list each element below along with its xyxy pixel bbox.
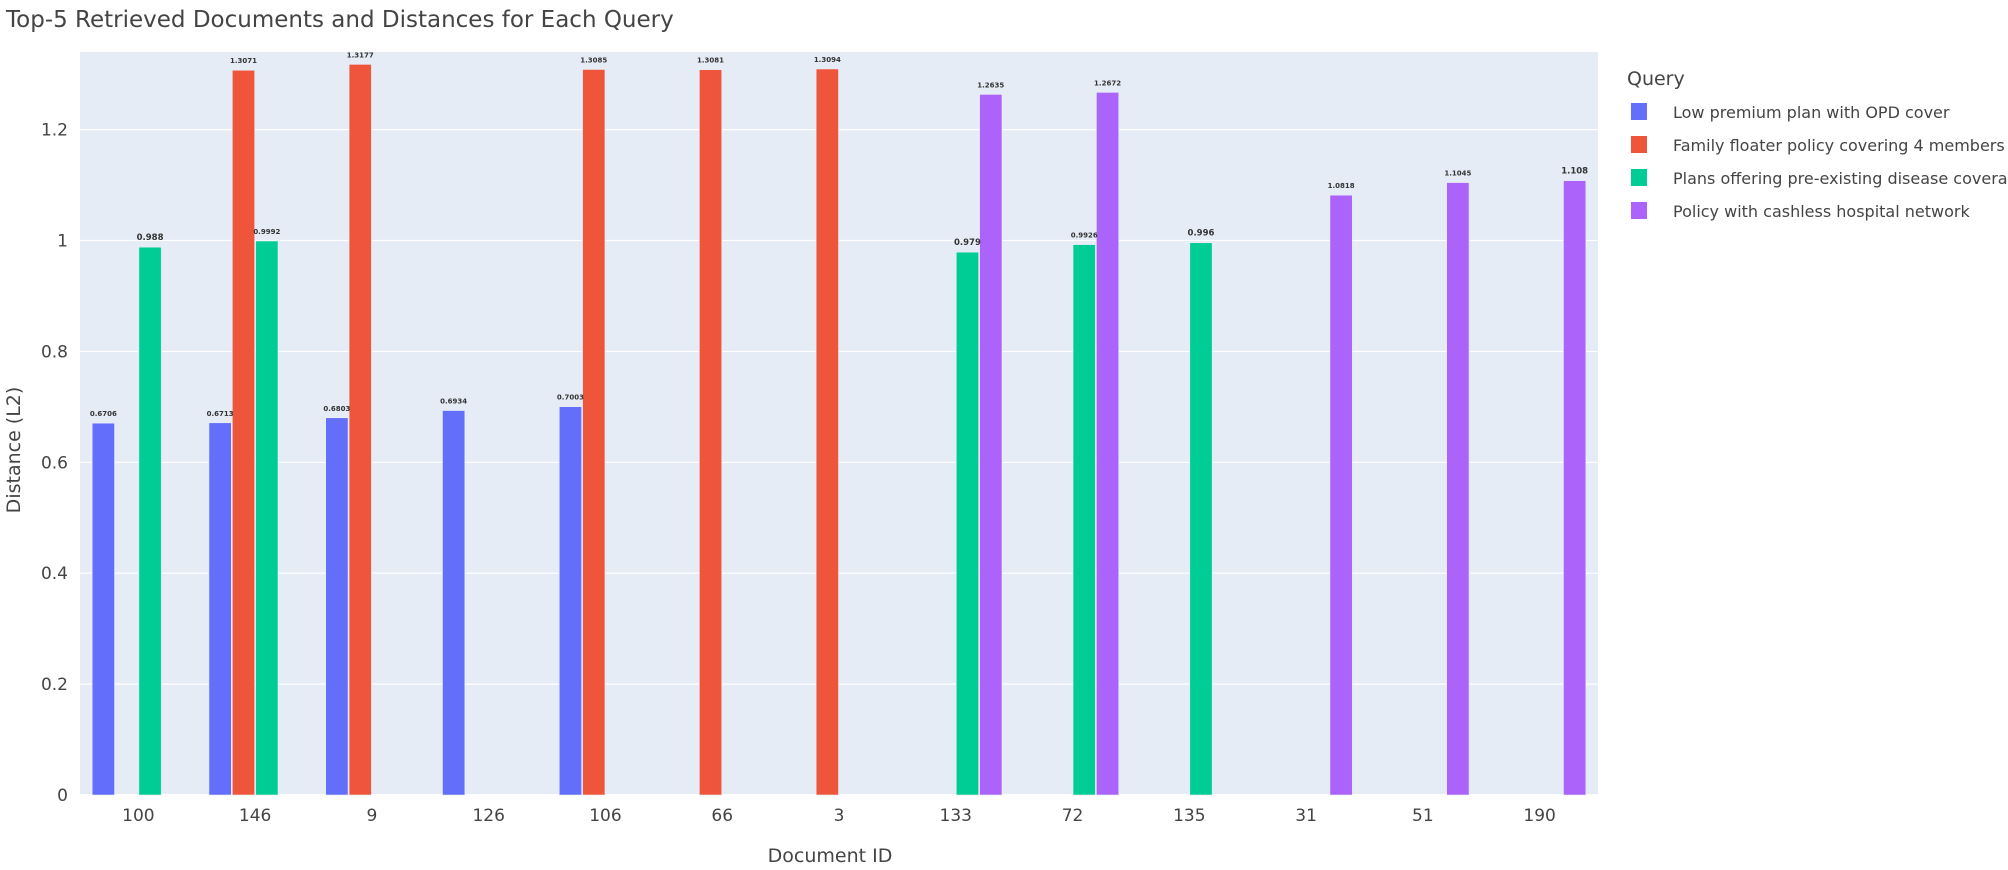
x-tick-label: 126 [472,806,504,826]
bar-value-label: 0.6713 [207,410,234,418]
bar[interactable] [1329,194,1353,796]
bar[interactable] [138,246,162,796]
y-tick-label: 1 [57,232,68,252]
y-tick-label: 0.8 [41,342,68,362]
legend[interactable]: Query Low premium plan with OPD cover Fam… [1627,68,2008,221]
bar[interactable] [348,64,372,796]
bar-value-label: 0.988 [137,233,164,243]
bar-value-label: 1.2672 [1094,79,1121,87]
legend-label: Family floater policy covering 4 members [1673,136,2005,155]
bar-value-label: 0.996 [1188,229,1215,239]
bar-value-label: 1.3081 [697,57,724,65]
bar[interactable] [1096,92,1120,796]
legend-swatch[interactable] [1631,136,1647,153]
x-tick-label: 9 [367,806,378,826]
x-tick-label: 66 [711,806,733,826]
chart-title: Top-5 Retrieved Documents and Distances … [5,7,674,33]
bar-value-label: 0.6934 [440,398,467,406]
bar-value-label: 0.9992 [253,228,280,236]
bar-value-label: 1.3177 [347,51,374,59]
bar[interactable] [815,68,839,796]
x-tick-label: 72 [1062,806,1084,826]
x-tick-label: 100 [122,806,154,826]
y-tick-label: 0.6 [41,453,68,473]
bar[interactable] [232,69,255,796]
legend-label: Policy with cashless hospital network [1673,202,1970,221]
bars [91,64,1587,796]
bar[interactable] [955,251,979,796]
bar-value-label: 0.979 [954,238,981,248]
y-axis-ticks: 0 0.2 0.4 0.6 0.8 1 1.2 [41,121,68,806]
y-tick-label: 0.4 [41,564,68,584]
bar[interactable] [91,422,115,796]
bar[interactable] [699,69,723,796]
y-axis-title: Distance (L2) [3,387,25,514]
bar-value-label: 0.7003 [557,394,584,402]
bar-value-label: 0.6706 [90,410,117,418]
bar[interactable] [1563,180,1587,796]
bar-value-label: 1.3071 [230,57,257,65]
bar[interactable] [255,240,279,796]
legend-swatch[interactable] [1631,169,1647,186]
bar[interactable] [558,406,582,796]
bar-labels: 0.6706 0.6713 0.6803 0.6934 0.7003 1.3071 1.31… [90,51,1588,418]
x-tick-label: 190 [1523,806,1555,826]
bar-value-label: 1.108 [1561,167,1588,177]
bar[interactable] [1446,182,1470,796]
legend-swatch[interactable] [1631,202,1647,219]
bar-value-label: 1.0818 [1328,182,1355,190]
x-tick-label: 133 [940,806,972,826]
bar[interactable] [1189,242,1213,796]
bar-value-label: 0.6803 [323,405,350,413]
bar-value-label: 1.1045 [1444,170,1471,178]
x-axis-ticks: 100 146 9 126 106 66 3 133 72 135 31 51 190 [122,806,1556,826]
y-tick-label: 0.2 [41,675,68,695]
legend-swatch[interactable] [1631,103,1647,120]
bar[interactable] [979,94,1003,796]
bar-value-label: 1.3085 [580,56,607,64]
x-tick-label: 31 [1295,806,1317,826]
bar[interactable] [442,410,466,796]
legend-label: Low premium plan with OPD cover [1673,103,1950,122]
y-tick-label: 0 [57,786,68,806]
bar-value-label: 0.9926 [1071,232,1098,240]
x-tick-label: 106 [589,806,621,826]
x-tick-label: 135 [1173,806,1205,826]
bar-value-label: 1.3094 [814,56,841,64]
x-axis-title: Document ID [768,845,893,867]
bar[interactable] [582,69,606,796]
x-tick-label: 146 [239,806,271,826]
bar-value-label: 1.2635 [977,81,1004,89]
bar[interactable] [1072,244,1096,796]
bar[interactable] [325,417,349,796]
bar[interactable] [208,422,232,796]
y-tick-label: 1.2 [41,121,68,141]
x-tick-label: 51 [1412,806,1434,826]
legend-title: Query [1627,68,1685,90]
x-tick-label: 3 [834,806,845,826]
legend-label: Plans offering pre-existing disease cove… [1673,169,2008,188]
